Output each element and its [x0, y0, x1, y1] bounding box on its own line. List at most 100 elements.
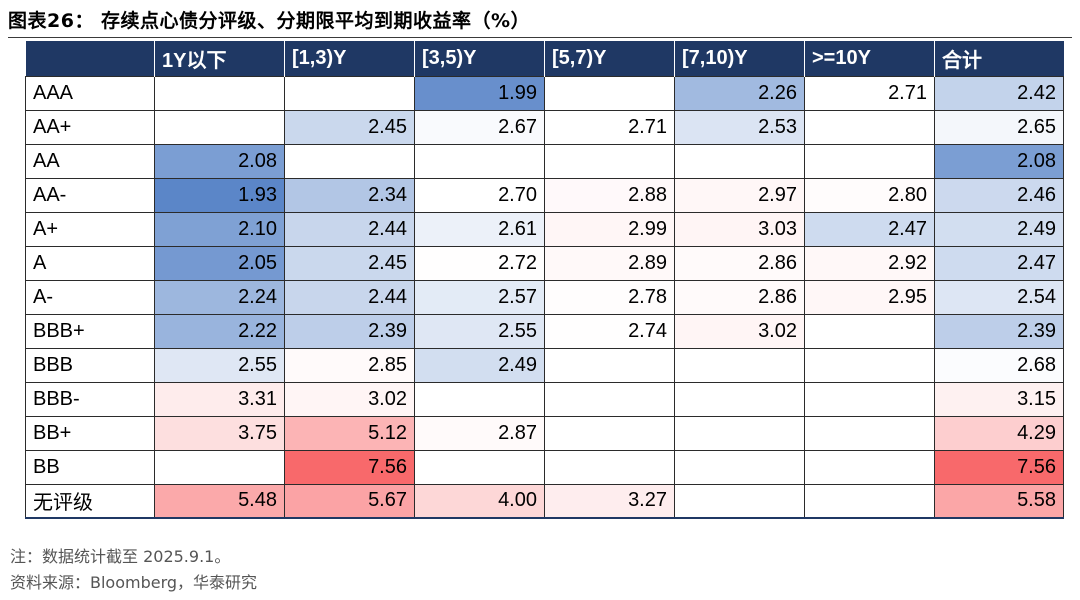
- yield-cell: 2.99: [544, 211, 675, 247]
- yield-cell: 2.65: [934, 109, 1064, 145]
- yield-cell: 4.29: [934, 415, 1064, 451]
- yield-cell: 7.56: [934, 449, 1064, 485]
- yield-cell: 2.39: [934, 313, 1064, 349]
- rating-label: BB+: [25, 415, 155, 451]
- yield-cell: [804, 449, 935, 485]
- yield-cell: [804, 313, 935, 349]
- column-header: 1Y以下: [154, 41, 285, 76]
- yield-cell: 3.02: [284, 381, 415, 417]
- yield-cell: 2.47: [934, 245, 1064, 281]
- yield-cell: [544, 449, 675, 485]
- yield-cell: 2.88: [544, 177, 675, 213]
- yield-cell: 2.45: [284, 245, 415, 281]
- yield-cell: 2.87: [414, 415, 545, 451]
- yield-cell: 2.67: [414, 109, 545, 145]
- yield-cell: 2.39: [284, 313, 415, 349]
- yield-cell: [674, 483, 805, 519]
- column-header: >=10Y: [804, 41, 935, 76]
- yield-cell: 2.86: [674, 279, 805, 315]
- source-note: 资料来源：Bloomberg，华泰研究: [10, 573, 258, 592]
- yield-cell: 2.44: [284, 279, 415, 315]
- column-header: [1,3)Y: [284, 41, 415, 76]
- yield-cell: 2.45: [284, 109, 415, 145]
- yield-cell: 2.70: [414, 177, 545, 213]
- yield-cell: [804, 109, 935, 145]
- table-row: A- 2.24 2.44 2.57 2.78 2.86 2.95 2.54: [25, 279, 1064, 315]
- yield-cell: 5.67: [284, 483, 415, 519]
- yield-cell: 2.85: [284, 347, 415, 383]
- yield-cell: 2.47: [804, 211, 935, 247]
- yield-cell: 2.72: [414, 245, 545, 281]
- yield-cell: 2.24: [154, 279, 285, 315]
- yield-cell: 2.86: [674, 245, 805, 281]
- rating-label: AA: [25, 143, 155, 179]
- yield-cell: 2.49: [934, 211, 1064, 247]
- yield-cell: 3.02: [674, 313, 805, 349]
- yield-cell: 3.03: [674, 211, 805, 247]
- yield-cell: [674, 347, 805, 383]
- yield-cell: [414, 143, 545, 179]
- column-header: [5,7)Y: [544, 41, 675, 76]
- rating-label: BBB+: [25, 313, 155, 349]
- rating-label: AAA: [25, 75, 155, 111]
- yield-cell: 2.74: [544, 313, 675, 349]
- rating-label: 无评级: [25, 483, 155, 519]
- yield-cell: [284, 143, 415, 179]
- yield-cell: 2.08: [934, 143, 1064, 179]
- yield-cell: 2.22: [154, 313, 285, 349]
- yield-cell: [674, 143, 805, 179]
- yield-cell: 7.56: [284, 449, 415, 485]
- column-header: [3,5)Y: [414, 41, 545, 76]
- title-divider: [8, 37, 1072, 38]
- yield-cell: [674, 381, 805, 417]
- yield-cell: 2.55: [414, 313, 545, 349]
- yield-cell: 2.46: [934, 177, 1064, 213]
- yield-cell: [154, 109, 285, 145]
- yield-cell: 2.55: [154, 347, 285, 383]
- table-row: A+ 2.10 2.44 2.61 2.99 3.03 2.47 2.49: [25, 211, 1064, 247]
- rating-label: A-: [25, 279, 155, 315]
- yield-cell: 2.05: [154, 245, 285, 281]
- yield-cell: 2.61: [414, 211, 545, 247]
- yield-cell: 2.80: [804, 177, 935, 213]
- yield-cell: 4.00: [414, 483, 545, 519]
- yield-cell: 2.53: [674, 109, 805, 145]
- yield-cell: 2.34: [284, 177, 415, 213]
- yield-cell: 2.97: [674, 177, 805, 213]
- table-row: A 2.05 2.45 2.72 2.89 2.86 2.92 2.47: [25, 245, 1064, 281]
- table-row: AA- 1.93 2.34 2.70 2.88 2.97 2.80 2.46: [25, 177, 1064, 213]
- yield-cell: 1.99: [414, 75, 545, 111]
- yield-cell: 2.71: [544, 109, 675, 145]
- data-note: 注：数据统计截至 2025.9.1。: [10, 547, 231, 566]
- table-row: BB+ 3.75 5.12 2.87 4.29: [25, 415, 1064, 451]
- yield-cell: 2.26: [674, 75, 805, 111]
- yield-cell: [544, 75, 675, 111]
- rating-label: AA+: [25, 109, 155, 145]
- yield-cell: 2.08: [154, 143, 285, 179]
- table-row: AA+ 2.45 2.67 2.71 2.53 2.65: [25, 109, 1064, 145]
- figure-title: 图表26： 存续点心债分评级、分期限平均到期收益率（%）: [8, 10, 531, 32]
- yield-cell: 3.75: [154, 415, 285, 451]
- yield-cell: [674, 415, 805, 451]
- yield-cell: [804, 347, 935, 383]
- yield-cell: 2.44: [284, 211, 415, 247]
- header-cell-corner: [25, 41, 155, 76]
- yield-cell: [544, 415, 675, 451]
- yield-cell: 2.78: [544, 279, 675, 315]
- yield-cell: [804, 143, 935, 179]
- yield-cell: [284, 75, 415, 111]
- yield-cell: 2.42: [934, 75, 1064, 111]
- yield-cell: [154, 449, 285, 485]
- table-row: BBB 2.55 2.85 2.49 2.68: [25, 347, 1064, 383]
- rating-label: BBB: [25, 347, 155, 383]
- rating-label: AA-: [25, 177, 155, 213]
- table-body: AAA 1.99 2.26 2.71 2.42 AA+ 2.45 2.67 2.71 2.53 2.…: [25, 75, 1064, 519]
- rating-label: A: [25, 245, 155, 281]
- yield-cell: 3.31: [154, 381, 285, 417]
- yield-cell: [804, 415, 935, 451]
- yield-cell: [544, 381, 675, 417]
- yield-cell: 2.68: [934, 347, 1064, 383]
- rating-label: BB: [25, 449, 155, 485]
- yield-cell: [804, 381, 935, 417]
- yield-cell: 3.27: [544, 483, 675, 519]
